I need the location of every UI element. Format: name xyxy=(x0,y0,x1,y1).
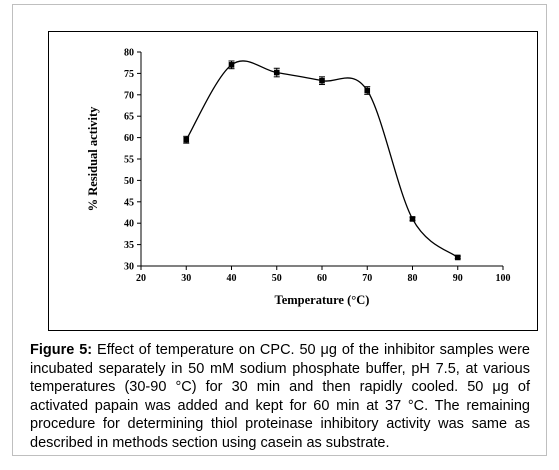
y-tick-label: 50 xyxy=(124,176,134,187)
figure-caption: Figure 5: Effect of temperature on CPC. … xyxy=(30,341,530,452)
data-point xyxy=(228,62,235,68)
data-point xyxy=(454,254,461,261)
x-tick-label: 90 xyxy=(453,273,463,284)
data-point xyxy=(364,87,371,94)
y-tick-label: 65 xyxy=(124,112,134,123)
x-tick-label: 100 xyxy=(496,273,511,284)
x-tick-label: 60 xyxy=(317,273,327,284)
chart-box: 30 35 40 45 50 55 60 65 70 75 80 20 30 40 50 60 70 80 90 10… xyxy=(48,31,538,331)
y-tick-label: 80 xyxy=(124,48,134,59)
y-axis-title: % Residual activity xyxy=(86,106,100,212)
series-line xyxy=(185,60,459,258)
y-tick-label: 30 xyxy=(124,262,134,273)
data-point xyxy=(273,69,280,76)
y-tick-label: 35 xyxy=(124,240,134,251)
x-tick-label: 80 xyxy=(408,273,418,284)
y-tick-label: 75 xyxy=(124,69,134,80)
y-tick-label: 45 xyxy=(124,197,134,208)
y-tick-label: 70 xyxy=(124,90,134,101)
x-tick-label: 70 xyxy=(362,273,372,284)
data-point xyxy=(319,77,325,84)
figure-frame: 30 35 40 45 50 55 60 65 70 75 80 20 30 40 50 60 70 80 90 10… xyxy=(12,4,547,456)
caption-text: Effect of temperature on CPC. 50 μg of t… xyxy=(30,342,530,451)
y-tick-label: 55 xyxy=(124,155,134,166)
x-axis-title: Temperature (°C) xyxy=(275,293,370,307)
x-tick-label: 30 xyxy=(181,273,191,284)
caption-label: Figure 5: xyxy=(30,342,93,358)
y-tick-label: 40 xyxy=(124,219,134,230)
x-tick-label: 20 xyxy=(136,273,146,284)
y-tick-label: 60 xyxy=(124,133,134,144)
data-point xyxy=(409,216,416,222)
data-point xyxy=(183,136,190,143)
x-tick-label: 40 xyxy=(227,273,237,284)
x-tick-label: 50 xyxy=(272,273,282,284)
